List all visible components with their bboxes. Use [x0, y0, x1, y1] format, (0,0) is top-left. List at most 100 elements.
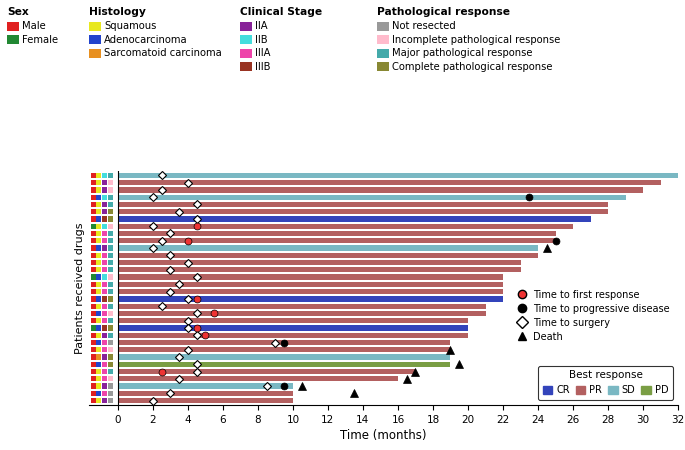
- Bar: [118, 355, 451, 360]
- Bar: [118, 311, 486, 316]
- Bar: [97, 209, 101, 214]
- Bar: [108, 355, 112, 360]
- Bar: [102, 253, 107, 258]
- Bar: [102, 224, 107, 229]
- Bar: [97, 274, 101, 280]
- Bar: [118, 180, 660, 185]
- Bar: [108, 325, 112, 331]
- Bar: [97, 296, 101, 302]
- Bar: [97, 260, 101, 265]
- Bar: [97, 289, 101, 294]
- Bar: [108, 383, 112, 389]
- Text: IIIA: IIIA: [255, 48, 271, 58]
- Bar: [91, 304, 96, 309]
- Bar: [118, 362, 451, 367]
- Bar: [102, 325, 107, 331]
- Bar: [102, 391, 107, 396]
- Bar: [118, 267, 521, 272]
- Bar: [108, 231, 112, 236]
- Text: Incomplete pathological response: Incomplete pathological response: [392, 35, 560, 45]
- Bar: [102, 245, 107, 251]
- Bar: [118, 238, 556, 243]
- Bar: [118, 260, 521, 265]
- Bar: [108, 238, 112, 243]
- Bar: [91, 340, 96, 345]
- Bar: [118, 209, 608, 214]
- Bar: [97, 362, 101, 367]
- Bar: [102, 362, 107, 367]
- Bar: [91, 347, 96, 352]
- Bar: [97, 318, 101, 323]
- Bar: [108, 202, 112, 207]
- Bar: [102, 333, 107, 338]
- Bar: [118, 325, 468, 331]
- Bar: [118, 194, 625, 200]
- Bar: [97, 304, 101, 309]
- Bar: [91, 180, 96, 185]
- Bar: [97, 340, 101, 345]
- Bar: [118, 253, 538, 258]
- Bar: [91, 398, 96, 403]
- Bar: [108, 194, 112, 200]
- Bar: [118, 391, 293, 396]
- Bar: [102, 376, 107, 382]
- Bar: [108, 304, 112, 309]
- Bar: [118, 274, 503, 280]
- Bar: [108, 398, 112, 403]
- Text: Pathological response: Pathological response: [377, 7, 510, 17]
- Bar: [97, 325, 101, 331]
- Bar: [102, 340, 107, 345]
- Bar: [118, 216, 590, 221]
- X-axis label: Time (months): Time (months): [340, 429, 427, 442]
- Bar: [97, 224, 101, 229]
- Bar: [108, 369, 112, 374]
- Bar: [118, 340, 451, 345]
- Bar: [108, 253, 112, 258]
- Bar: [102, 187, 107, 193]
- Bar: [91, 209, 96, 214]
- Bar: [97, 238, 101, 243]
- Bar: [102, 216, 107, 221]
- Bar: [91, 325, 96, 331]
- Text: Histology: Histology: [89, 7, 146, 17]
- Bar: [91, 362, 96, 367]
- Bar: [102, 369, 107, 374]
- Bar: [108, 376, 112, 382]
- Bar: [102, 173, 107, 178]
- Bar: [102, 274, 107, 280]
- Bar: [118, 202, 608, 207]
- Bar: [102, 347, 107, 352]
- Bar: [108, 318, 112, 323]
- Bar: [91, 231, 96, 236]
- Text: Sarcomatoid carcinoma: Sarcomatoid carcinoma: [104, 48, 222, 58]
- Bar: [97, 216, 101, 221]
- Bar: [91, 289, 96, 294]
- Bar: [97, 391, 101, 396]
- Bar: [91, 318, 96, 323]
- Bar: [97, 347, 101, 352]
- Y-axis label: Patients received drugs: Patients received drugs: [75, 222, 85, 354]
- Bar: [91, 194, 96, 200]
- Bar: [91, 173, 96, 178]
- Bar: [91, 238, 96, 243]
- Bar: [91, 333, 96, 338]
- Bar: [102, 238, 107, 243]
- Bar: [91, 274, 96, 280]
- Bar: [97, 369, 101, 374]
- Text: Major pathological response: Major pathological response: [392, 48, 532, 58]
- Bar: [108, 173, 112, 178]
- Bar: [97, 180, 101, 185]
- Bar: [97, 311, 101, 316]
- Bar: [97, 333, 101, 338]
- Text: Adenocarcinoma: Adenocarcinoma: [104, 35, 188, 45]
- Bar: [108, 289, 112, 294]
- Bar: [91, 245, 96, 251]
- Bar: [91, 216, 96, 221]
- Text: Complete pathological response: Complete pathological response: [392, 62, 552, 72]
- Bar: [97, 383, 101, 389]
- Bar: [102, 311, 107, 316]
- Legend: CR, PR, SD, PD: CR, PR, SD, PD: [538, 365, 673, 400]
- Bar: [102, 304, 107, 309]
- Bar: [97, 253, 101, 258]
- Text: IIB: IIB: [255, 35, 267, 45]
